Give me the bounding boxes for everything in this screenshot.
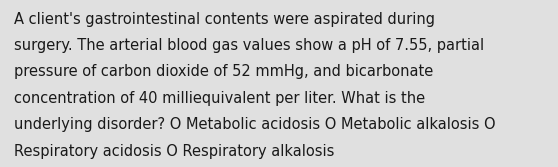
Text: concentration of 40 milliequivalent per liter. What is the: concentration of 40 milliequivalent per … (14, 91, 425, 106)
Text: underlying disorder? O Metabolic acidosis O Metabolic alkalosis O: underlying disorder? O Metabolic acidosi… (14, 117, 496, 132)
Text: surgery. The arterial blood gas values show a pH of 7.55, partial: surgery. The arterial blood gas values s… (14, 38, 484, 53)
Text: Respiratory acidosis O Respiratory alkalosis: Respiratory acidosis O Respiratory alkal… (14, 144, 334, 159)
Text: pressure of carbon dioxide of 52 mmHg, and bicarbonate: pressure of carbon dioxide of 52 mmHg, a… (14, 64, 433, 79)
Text: A client's gastrointestinal contents were aspirated during: A client's gastrointestinal contents wer… (14, 12, 435, 27)
